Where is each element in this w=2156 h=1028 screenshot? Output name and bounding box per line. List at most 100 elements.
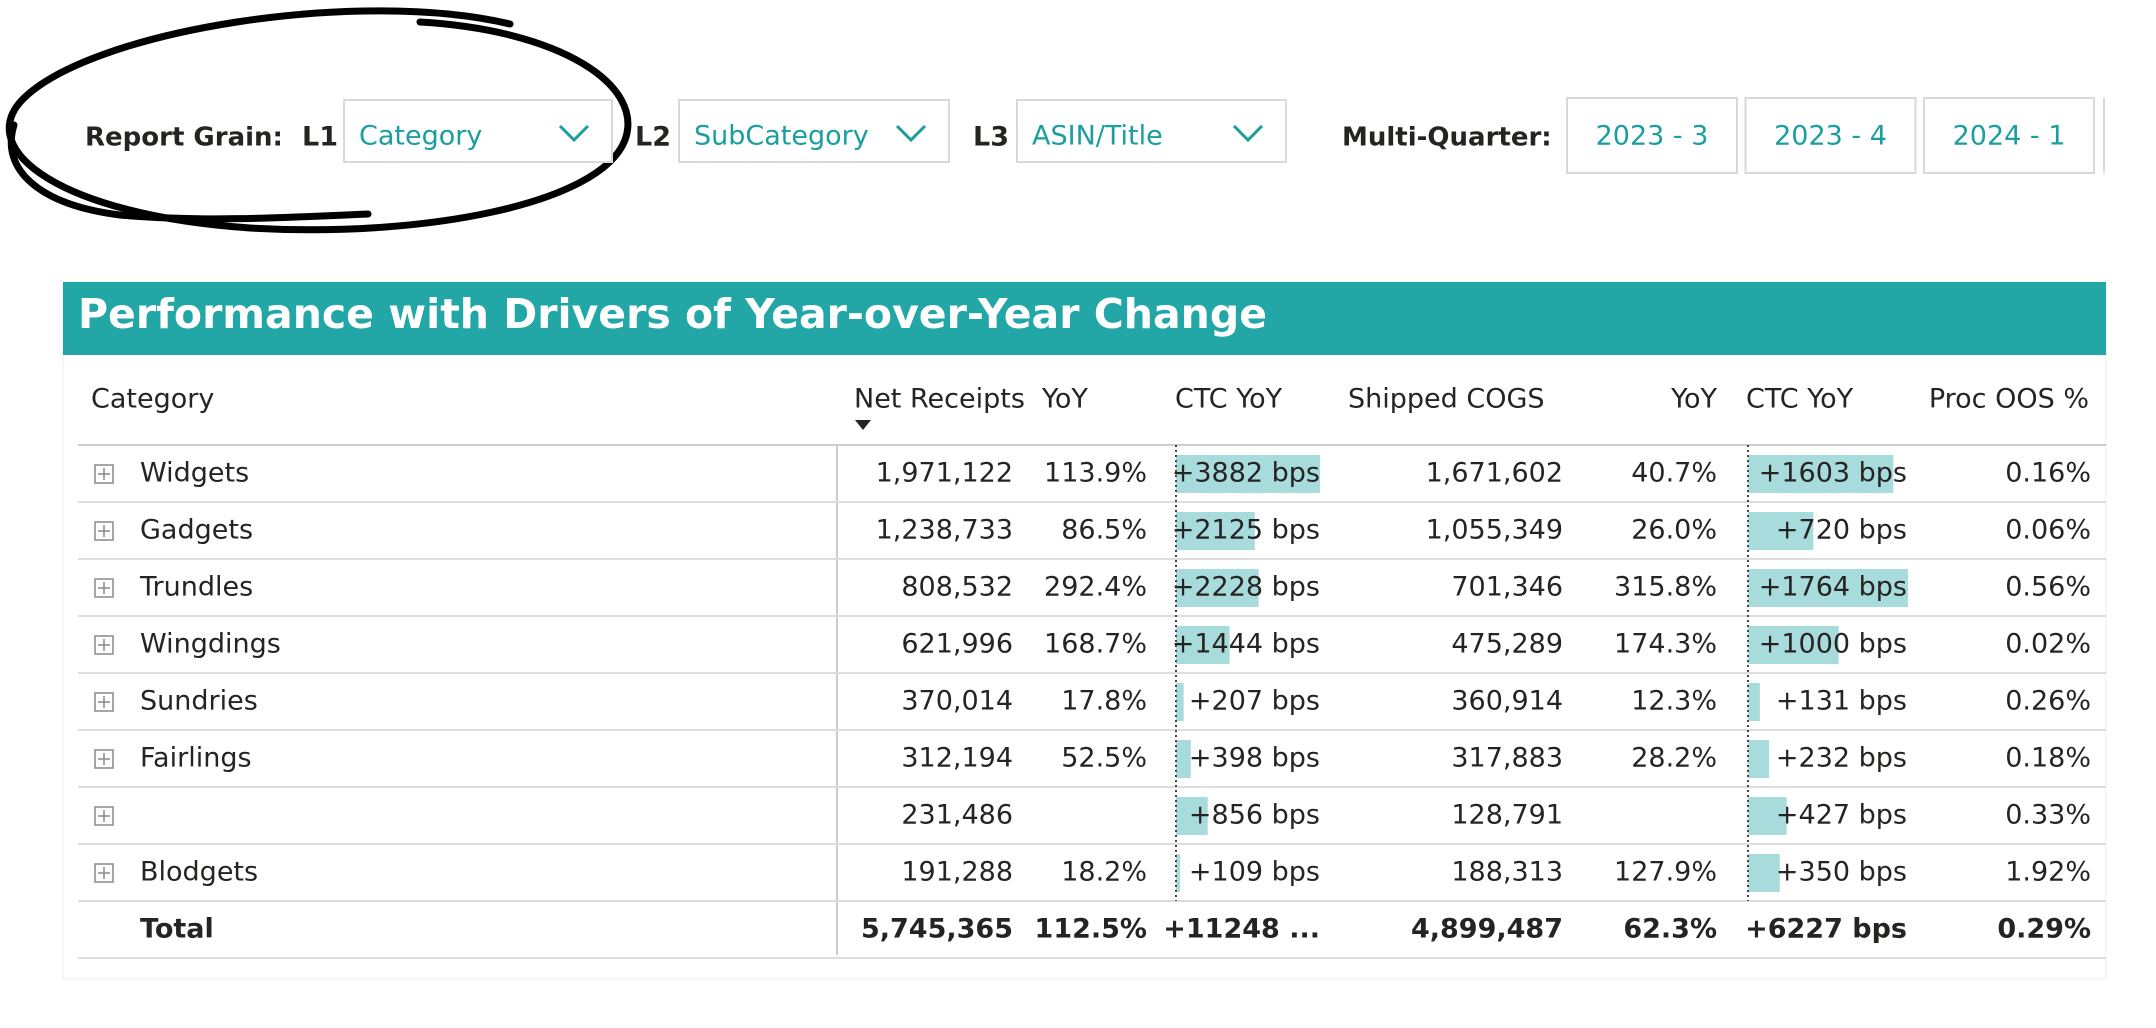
cell: 4,899,487: [1411, 914, 1563, 945]
filter-label: Report Grain:: [85, 123, 283, 153]
quarter-button[interactable]: [1566, 97, 1738, 174]
quarter-button[interactable]: [1744, 97, 1917, 174]
cell: 18.2%: [1061, 857, 1147, 888]
quarter-button[interactable]: [1923, 97, 2095, 174]
ctc-bar: [1176, 569, 1259, 607]
expand-icon[interactable]: [94, 863, 114, 883]
column-header: CTC YoY: [1175, 384, 1283, 415]
row-label: Wingdings: [140, 629, 281, 660]
quarter-label: 2023 - 3: [1596, 121, 1709, 152]
cell: 86.5%: [1061, 515, 1147, 546]
cell: 113.9%: [1044, 458, 1147, 489]
dropdown[interactable]: [343, 99, 613, 163]
cell: +856 bps: [1189, 800, 1320, 831]
cell: +398 bps: [1189, 743, 1320, 774]
expand-plus: [98, 582, 110, 594]
ctc-bar: [1748, 569, 1908, 607]
expand-icon[interactable]: [94, 521, 114, 541]
cell: 808,532: [901, 572, 1013, 603]
cell: 621,996: [901, 629, 1013, 660]
cell: +1764 bps: [1759, 572, 1907, 603]
column-header: Net Receipts: [854, 384, 1025, 415]
cell: 317,883: [1451, 743, 1563, 774]
quarter-label: 2024 - 1: [1953, 121, 2066, 152]
cell: 315.8%: [1614, 572, 1717, 603]
column-header: YoY: [1670, 384, 1717, 415]
expand-plus: [98, 468, 110, 480]
ctc-bar: [1176, 797, 1208, 835]
column-header: Shipped COGS: [1348, 384, 1545, 415]
cell: +2125 bps: [1172, 515, 1320, 546]
expand-icon[interactable]: [94, 749, 114, 769]
cell: 0.18%: [2005, 743, 2091, 774]
expand-icon[interactable]: [94, 464, 114, 484]
expand-icon[interactable]: [94, 635, 114, 655]
level-label: L3: [973, 122, 1009, 153]
cell: +1000 bps: [1759, 629, 1907, 660]
cell: 312,194: [901, 743, 1013, 774]
ctc-bar: [1748, 797, 1787, 835]
cell: 52.5%: [1061, 743, 1147, 774]
cell: 1,238,733: [876, 515, 1013, 546]
ctc-bar: [1176, 626, 1230, 664]
dropdown-value: SubCategory: [694, 121, 869, 152]
dropdown[interactable]: [1016, 99, 1287, 163]
cell: +720 bps: [1776, 515, 1907, 546]
dropdown-value: ASIN/Title: [1032, 121, 1163, 152]
expand-icon[interactable]: [94, 692, 114, 712]
expand-icon[interactable]: [94, 806, 114, 826]
cell: 17.8%: [1061, 686, 1147, 717]
column-header: YoY: [1041, 384, 1088, 415]
cell: 0.56%: [2005, 572, 2091, 603]
cell: +2228 bps: [1172, 572, 1320, 603]
cell: 128,791: [1451, 800, 1563, 831]
quarter-label: 2023 - 4: [1774, 121, 1887, 152]
cell: +1603 bps: [1759, 458, 1907, 489]
ctc-bar: [1748, 455, 1894, 493]
annotation-circle: [5, 7, 632, 234]
cell: 701,346: [1451, 572, 1563, 603]
ctc-bar: [1748, 512, 1814, 550]
cell: 0.26%: [2005, 686, 2091, 717]
ctc-bar: [1176, 455, 1320, 493]
expand-plus: [98, 867, 110, 879]
sort-arrow: [855, 420, 871, 430]
cell: +3882 bps: [1172, 458, 1320, 489]
cell: +350 bps: [1776, 857, 1907, 888]
dropdown-chevron: [558, 124, 590, 143]
ctc-bar: [1176, 683, 1184, 721]
cell: +11248 ...: [1163, 914, 1320, 945]
cell: 231,486: [901, 800, 1013, 831]
cell: 475,289: [1451, 629, 1563, 660]
cell: +232 bps: [1776, 743, 1907, 774]
cell: 370,014: [901, 686, 1013, 717]
expand-plus: [98, 639, 110, 651]
expand-icon[interactable]: [94, 578, 114, 598]
cell: 168.7%: [1044, 629, 1147, 660]
dropdown-chevron: [895, 124, 927, 143]
cell: 1.92%: [2005, 857, 2091, 888]
ctc-bar: [1748, 626, 1839, 664]
cell: +207 bps: [1189, 686, 1320, 717]
cell: +131 bps: [1776, 686, 1907, 717]
total-label: Total: [140, 914, 214, 945]
row-label: Fairlings: [140, 743, 252, 774]
expand-plus: [98, 525, 110, 537]
cell: 292.4%: [1044, 572, 1147, 603]
cell: +427 bps: [1776, 800, 1907, 831]
cell: 112.5%: [1035, 914, 1147, 945]
cell: 12.3%: [1631, 686, 1717, 717]
filter-label: Multi-Quarter:: [1342, 123, 1552, 153]
column-header: CTC YoY: [1746, 384, 1854, 415]
column-header: Category: [91, 384, 214, 415]
cell: 0.02%: [2005, 629, 2091, 660]
dropdown-value: Category: [359, 121, 482, 152]
cell: 62.3%: [1623, 914, 1717, 945]
expand-plus: [98, 753, 110, 765]
cell: 5,745,365: [861, 914, 1013, 945]
cell: 1,971,122: [876, 458, 1013, 489]
cell: 0.06%: [2005, 515, 2091, 546]
cell: 28.2%: [1631, 743, 1717, 774]
